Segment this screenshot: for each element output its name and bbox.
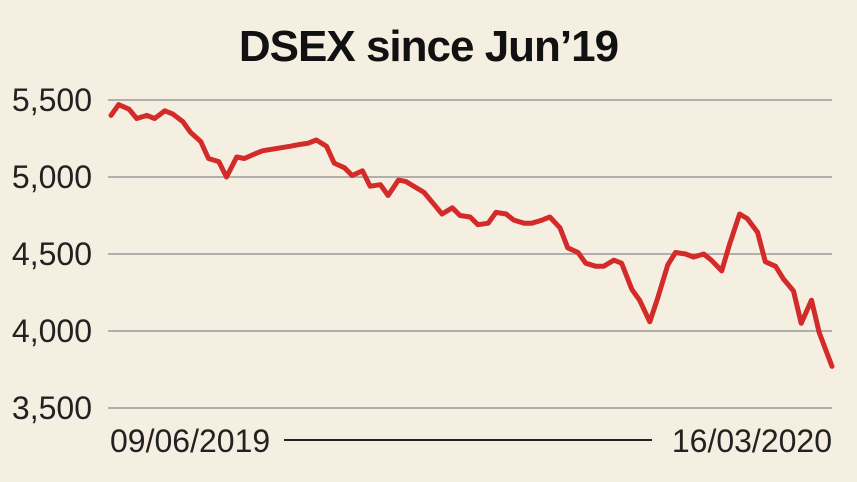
data-point: [666, 263, 670, 267]
data-point: [307, 141, 311, 145]
data-point: [260, 149, 264, 153]
data-point: [656, 297, 659, 301]
data-point: [522, 221, 526, 225]
y-tick-label-3500: 3,500: [12, 390, 92, 426]
data-point: [468, 215, 472, 219]
data-point: [830, 364, 834, 368]
data-point: [296, 143, 300, 147]
data-point: [738, 212, 742, 216]
data-point: [630, 287, 634, 291]
data-point: [530, 221, 534, 225]
data-point: [612, 258, 616, 262]
data-point: [781, 277, 785, 281]
data-point: [135, 117, 139, 120]
data-point: [756, 230, 760, 234]
data-point: [702, 252, 706, 256]
data-point: [171, 112, 175, 116]
data-point: [799, 321, 803, 325]
data-point: [584, 261, 588, 265]
data-point: [109, 113, 113, 117]
data-point: [350, 174, 354, 177]
data-point: [576, 251, 580, 254]
data-point: [558, 226, 562, 230]
data-point: [602, 264, 606, 268]
data-point: [396, 178, 400, 182]
y-tick-label-4000: 4,000: [12, 313, 92, 349]
data-point: [709, 258, 713, 262]
y-tick-label-5500: 5,500: [12, 82, 92, 118]
data-point: [763, 260, 767, 264]
data-point: [235, 155, 239, 159]
data-point: [638, 298, 642, 302]
data-point: [817, 331, 821, 334]
data-point: [620, 261, 624, 265]
data-point: [440, 212, 444, 216]
data-point: [289, 144, 293, 148]
chart-title: DSEX since Jun’19: [238, 22, 619, 71]
data-point: [566, 246, 570, 250]
data-point: [684, 252, 688, 256]
data-point: [332, 161, 336, 165]
gridlines: [108, 99, 832, 409]
data-point: [181, 120, 185, 124]
data-point: [343, 166, 346, 170]
data-point: [512, 218, 516, 222]
data-point: [207, 157, 210, 160]
data-point: [810, 298, 813, 302]
series-layer: [108, 102, 835, 369]
data-point: [163, 109, 167, 113]
data-point: [404, 180, 408, 184]
data-point: [727, 243, 731, 247]
data-point: [414, 186, 418, 190]
data-point: [386, 194, 390, 197]
data-point: [378, 183, 382, 187]
data-point: [422, 190, 426, 194]
data-point: [691, 255, 695, 259]
data-point: [242, 157, 246, 160]
data-point: [745, 217, 749, 221]
data-point: [325, 144, 328, 148]
data-point: [548, 215, 552, 219]
data-point: [476, 223, 480, 227]
data-point: [199, 140, 203, 144]
data-point: [648, 320, 652, 324]
data-point: [792, 289, 795, 293]
data-point: [674, 251, 677, 254]
y-tick-label-5000: 5,000: [12, 159, 92, 195]
data-point: [432, 203, 436, 207]
data-point: [450, 206, 454, 210]
data-point: [594, 264, 598, 268]
data-point: [145, 113, 149, 117]
data-point: [774, 264, 778, 268]
data-point: [253, 152, 257, 156]
data-point: [225, 175, 228, 179]
data-point: [486, 221, 490, 225]
data-point: [458, 214, 462, 217]
data-point: [494, 210, 498, 214]
x-axis-end-label: 16/03/2020: [672, 423, 832, 459]
x-axis: 09/06/2019 16/03/2020: [110, 423, 832, 459]
y-tick-label-4500: 4,500: [12, 236, 92, 272]
data-point: [127, 107, 131, 111]
data-point: [368, 184, 372, 188]
data-point: [217, 160, 221, 164]
data-point: [504, 212, 508, 216]
x-axis-start-label: 09/06/2019: [110, 423, 270, 459]
data-point: [189, 130, 192, 134]
y-axis-tick-labels: 5,500 5,000 4,500 4,000 3,500: [12, 82, 92, 426]
data-point: [153, 117, 157, 120]
data-point: [720, 269, 724, 273]
data-point: [361, 169, 364, 173]
data-point: [314, 138, 318, 142]
data-point: [540, 218, 544, 222]
data-point: [117, 103, 121, 107]
dsex-series-line: [108, 102, 835, 369]
